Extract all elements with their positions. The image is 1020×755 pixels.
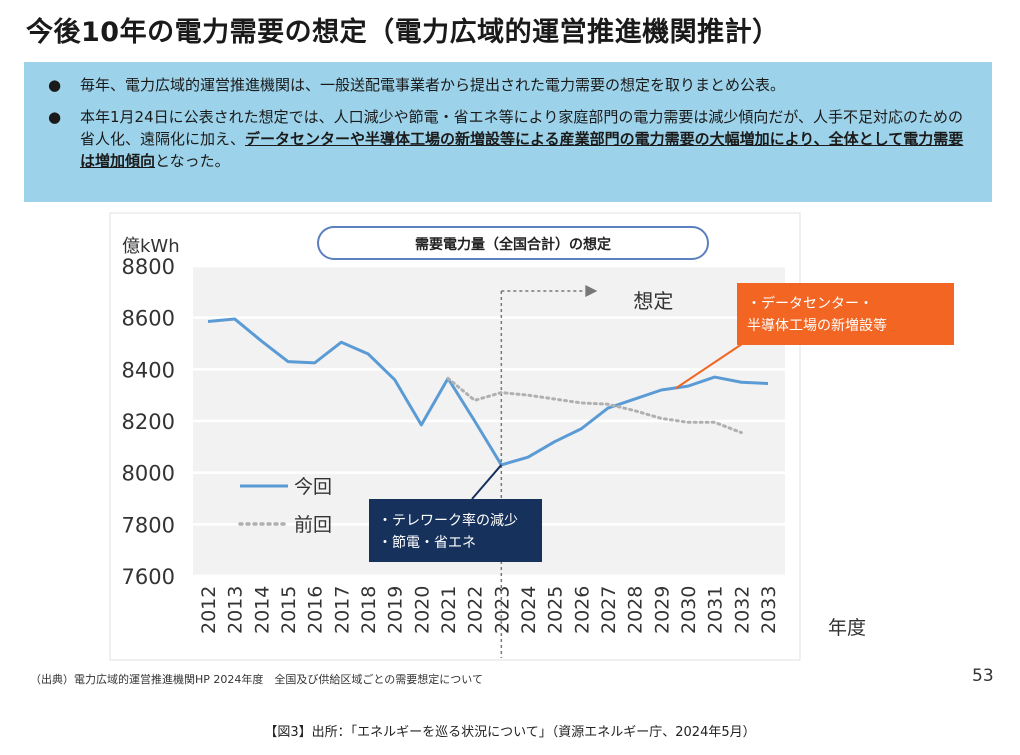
x-tick-label: 2015 — [278, 586, 300, 634]
x-tick-label: 2013 — [225, 586, 247, 634]
bullet-dot-icon: ● — [48, 108, 62, 126]
x-tick-label: 2032 — [731, 586, 753, 634]
summary-bullet-1: ● 毎年、電力広域的運営推進機関は、一般送配電事業者から提出された電力需要の想定… — [46, 74, 974, 96]
x-tick-label: 2022 — [465, 586, 487, 634]
chart-annotations: ・テレワーク率の減少・節電・省エネ ・データセンター・半導体工場の新増設等 — [369, 283, 954, 562]
source-note: （出典）電力広域的運営推進機関HP 2024年度 全国及び供給区域ごとの需要想定… — [30, 673, 483, 686]
annotation-text: ・データセンター・ — [747, 295, 873, 312]
x-tick-label: 2020 — [411, 586, 433, 634]
x-tick-label: 2031 — [705, 586, 727, 634]
x-tick-label: 2021 — [438, 586, 460, 634]
y-tick-label: 8000 — [122, 462, 175, 486]
annotation-text: ・節電・省エネ — [378, 534, 476, 551]
x-axis-title: 年度 — [828, 617, 866, 639]
y-tick-label: 7600 — [122, 565, 175, 589]
y-tick-label: 7800 — [122, 513, 175, 537]
y-axis-unit-label: 億kWh — [122, 236, 180, 257]
page-title: 今後10年の電力需要の想定（電力広域的運営推進機関推計） — [26, 17, 780, 48]
annotation-connector — [471, 464, 503, 500]
x-tick-label: 2029 — [651, 586, 673, 634]
bullet-text-end: となった。 — [155, 152, 230, 170]
series-line-current — [207, 317, 769, 467]
x-tick-label: 2012 — [198, 586, 220, 634]
summary-bullet-2: ● 本年1月24日に公表された想定では、人口減少や節電・省エネ等により家庭部門の… — [46, 106, 974, 172]
annotation-box-decline — [369, 499, 542, 562]
bullet-text: 本年1月24日に公表された想定では、人口減少や節電・省エネ等により家庭部門の電力… — [80, 108, 964, 148]
x-tick-label: 2017 — [331, 586, 353, 634]
annotation-text: 半導体工場の新増設等 — [747, 317, 887, 334]
x-axis-labels: 2012 2013 2014 2015 2016 2017 2018 2019 2020 2021… — [198, 586, 780, 634]
demand-line-chart: 2012 2013 2014 2015 2016 2017 2018 2019 2020 2021… — [109, 212, 954, 661]
x-tick-label: 2023 — [491, 586, 513, 634]
x-tick-label: 2024 — [518, 586, 540, 634]
y-tick-label: 8800 — [122, 255, 175, 279]
annotation-text: ・テレワーク率の減少 — [378, 512, 518, 529]
x-tick-label: 2014 — [251, 586, 273, 634]
chart-title-pill — [317, 226, 709, 260]
x-tick-label: 2025 — [545, 586, 567, 634]
bullet-dot-icon: ● — [48, 76, 62, 94]
forecast-marker: 想定 — [500, 285, 673, 658]
x-tick-label: 2026 — [571, 586, 593, 634]
x-tick-label: 2018 — [358, 586, 380, 634]
series-line-previous — [446, 376, 743, 435]
x-tick-label: 2016 — [305, 586, 327, 634]
x-tick-label: 2033 — [758, 586, 780, 634]
summary-box: ● 毎年、電力広域的運営推進機関は、一般送配電事業者から提出された電力需要の想定… — [24, 62, 992, 202]
page-number: 53 — [972, 666, 994, 686]
x-tick-label: 2030 — [678, 586, 700, 634]
x-tick-label: 2028 — [625, 586, 647, 634]
legend-label: 前回 — [294, 514, 332, 536]
x-tick-label: 2027 — [598, 586, 620, 634]
x-tick-label: 2019 — [385, 586, 407, 634]
bullet-text: 毎年、電力広域的運営推進機関は、一般送配電事業者から提出された電力需要の想定を取… — [80, 76, 786, 94]
bullet-emphasis-text: データセンターや半導体工場の新増設等による産業部門の電力需要の大幅増加により、全… — [80, 130, 964, 170]
chart-series — [207, 317, 769, 467]
y-tick-label: 8400 — [122, 358, 175, 382]
y-tick-label: 8200 — [122, 410, 175, 434]
y-axis-labels: 7600 7800 8000 8200 8400 8600 8800 — [122, 255, 175, 589]
annotation-box-growth — [737, 283, 954, 345]
forecast-label: 想定 — [633, 289, 673, 313]
y-tick-label: 8600 — [122, 307, 175, 331]
legend-label: 今回 — [294, 476, 332, 498]
chart-title: 需要電力量（全国合計）の想定 — [415, 236, 611, 253]
figure-caption: 【図3】出所：「エネルギーを巡る状況について」（資源エネルギー庁、2024年5月… — [264, 725, 756, 740]
forecast-arrow-icon — [585, 285, 598, 297]
annotation-connector — [675, 343, 743, 389]
